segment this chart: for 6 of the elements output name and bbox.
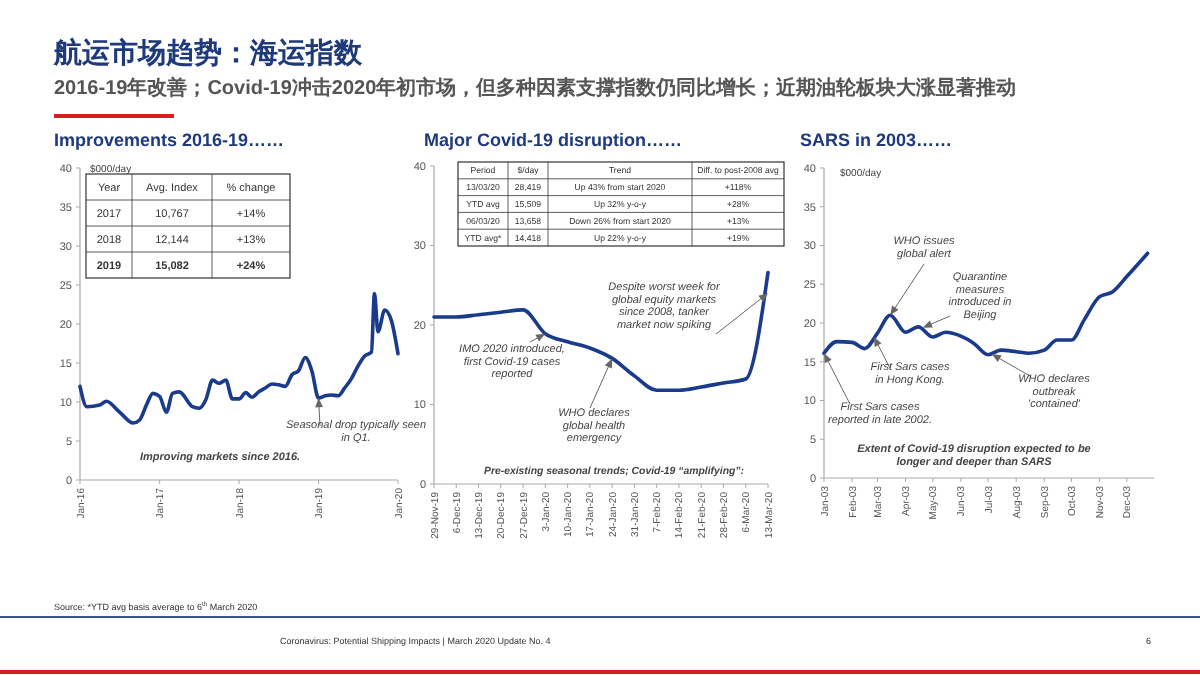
line-series (432, 270, 770, 392)
chart-title: Improvements 2016-19…… (54, 130, 285, 150)
chart-title: Major Covid-19 disruption…… (424, 130, 683, 150)
text: 航运市场趋势：海运指数 (52, 36, 364, 68)
text: 2016-19年改善；Covid-19冲击2020年初市场，但多种因素支撑指数仍同比增长；近期油轮板块大涨显著推动 (54, 76, 1017, 100)
chart-title: SARS in 2003…… (800, 130, 953, 150)
